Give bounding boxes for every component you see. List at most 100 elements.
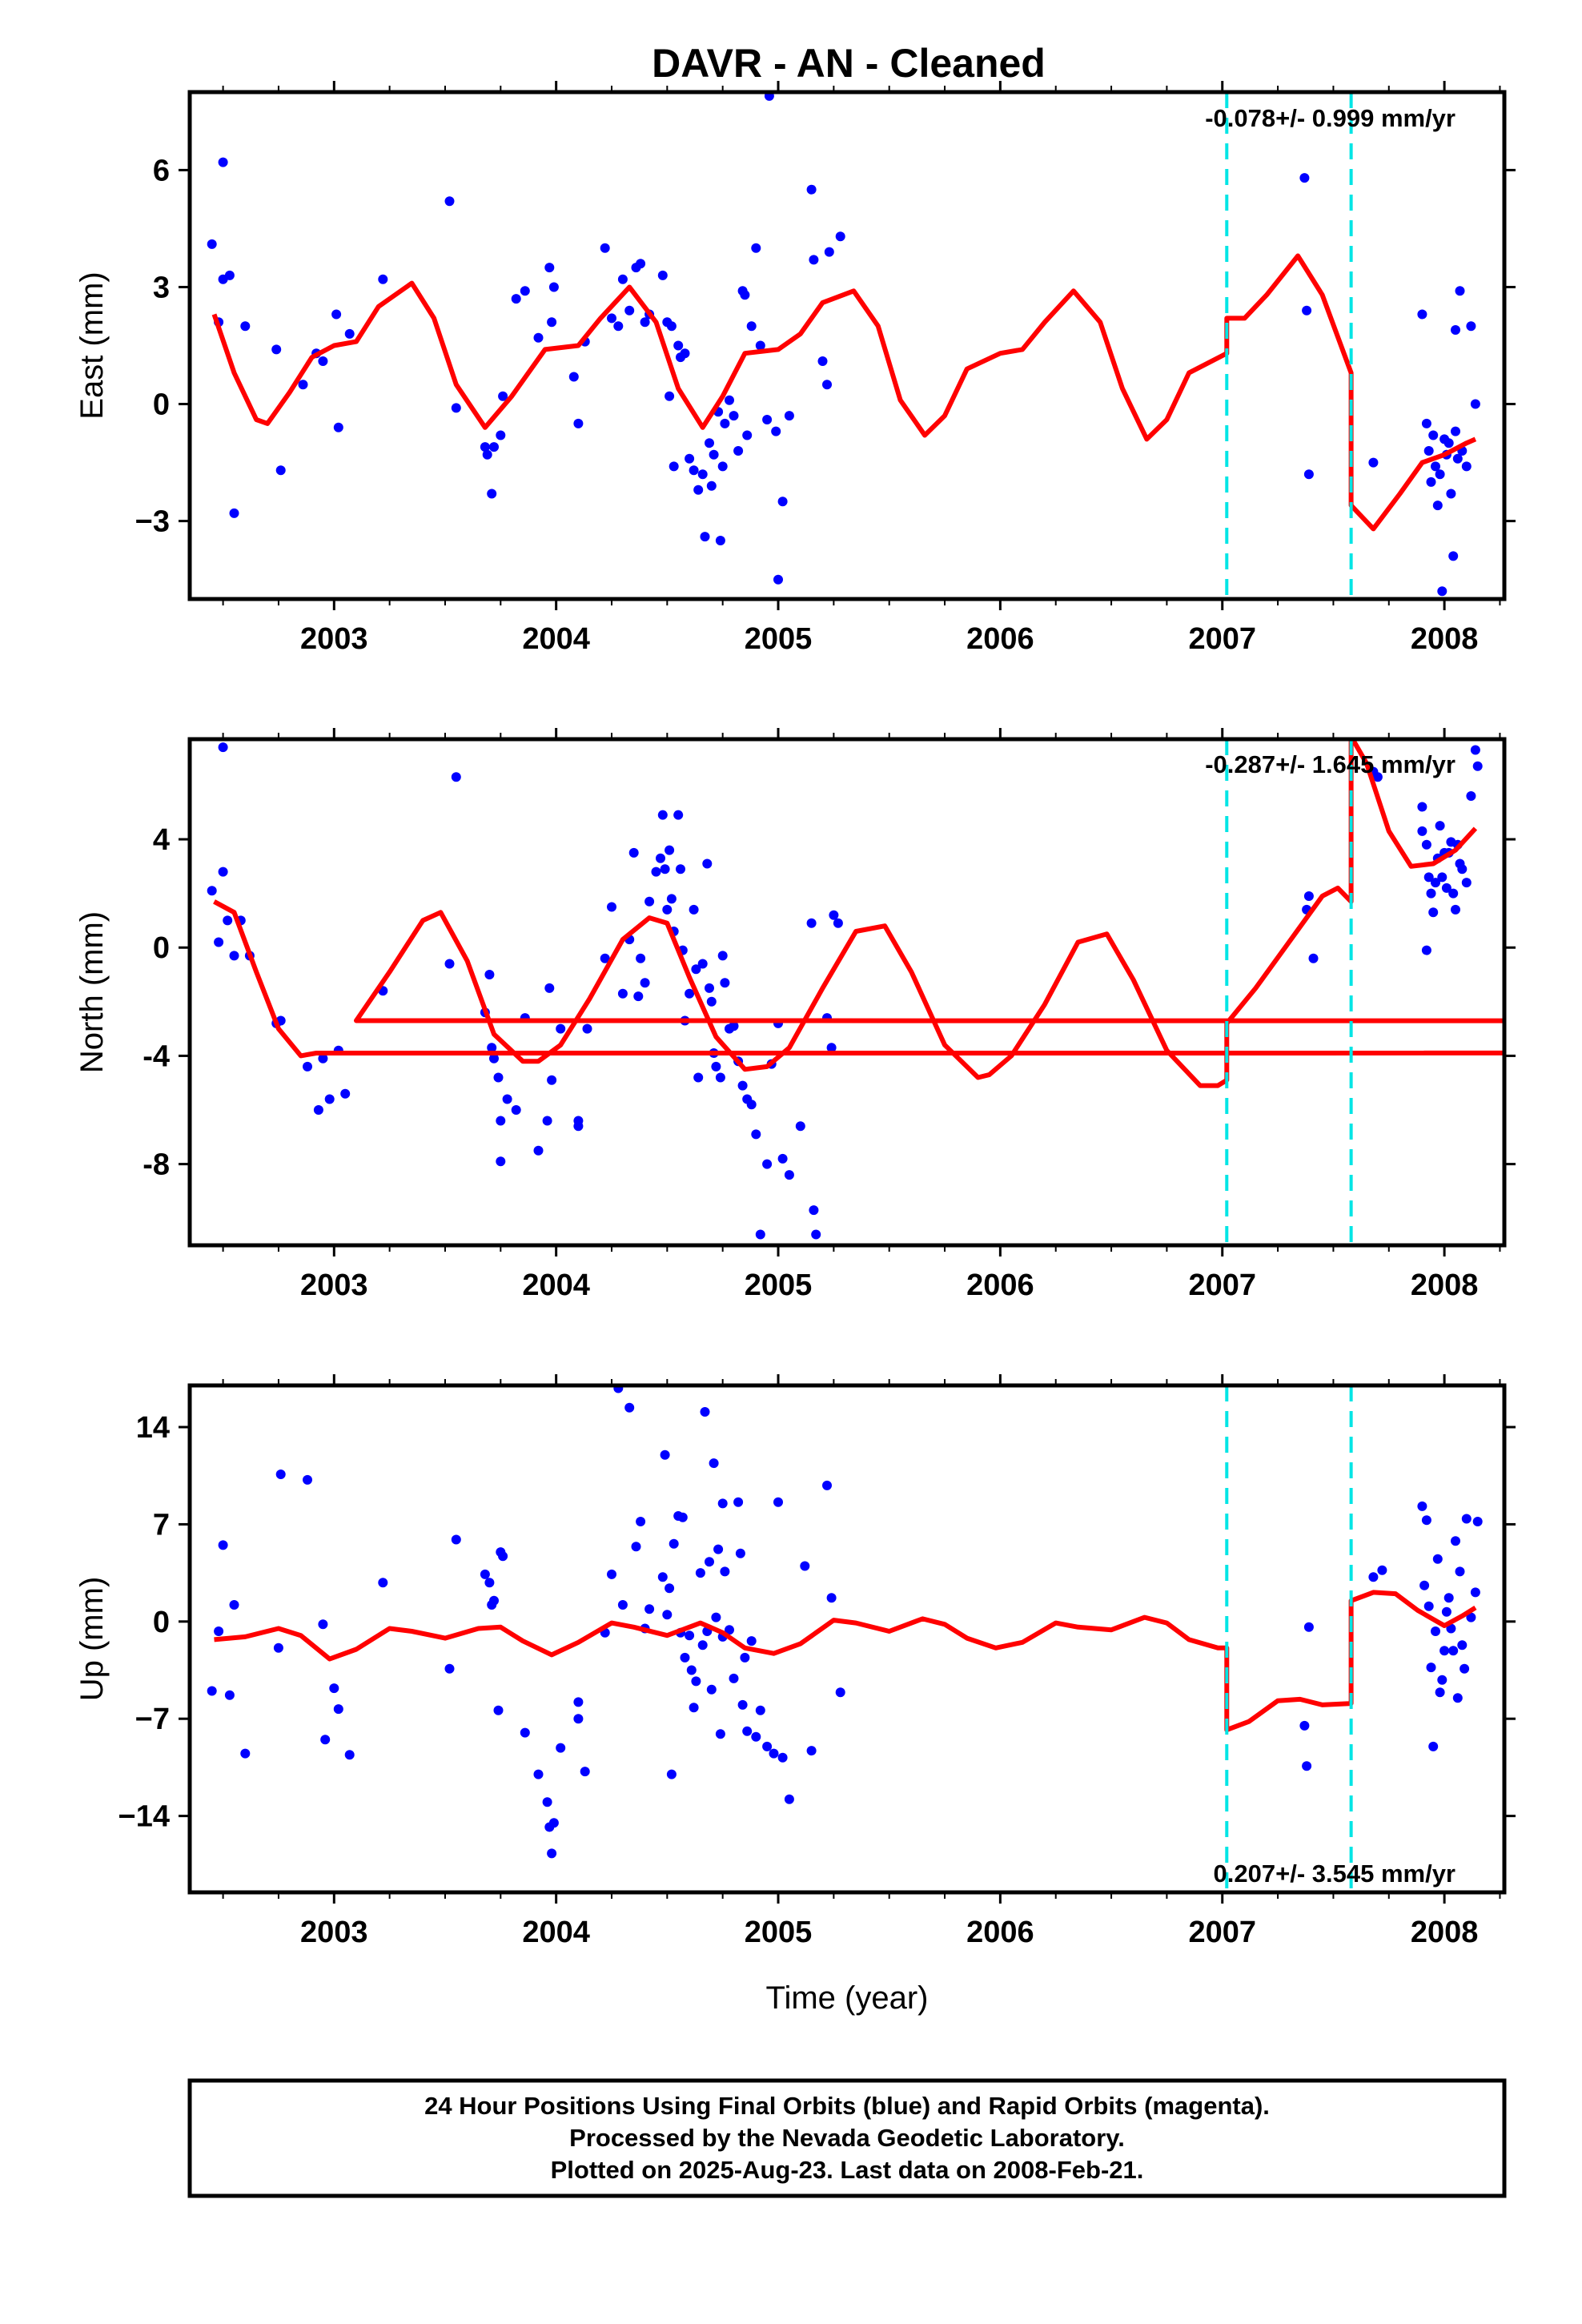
panel-frame bbox=[187, 90, 1507, 601]
data-point bbox=[1437, 1675, 1447, 1685]
data-point bbox=[444, 196, 455, 207]
data-point bbox=[617, 274, 628, 284]
data-point bbox=[777, 1153, 788, 1164]
y-tick-label: −3 bbox=[135, 505, 170, 539]
data-point bbox=[824, 247, 834, 257]
data-point bbox=[493, 1072, 504, 1083]
data-point bbox=[1452, 1693, 1463, 1703]
data-point bbox=[631, 1542, 641, 1552]
data-point bbox=[835, 231, 845, 242]
data-point bbox=[617, 1600, 628, 1610]
data-point bbox=[600, 243, 610, 253]
data-point bbox=[547, 317, 557, 328]
data-point bbox=[520, 286, 530, 296]
data-point bbox=[1435, 469, 1445, 480]
data-point bbox=[547, 1075, 557, 1085]
rate-annotation: 0.207+/- 3.545 mm/yr bbox=[1214, 1860, 1456, 1888]
data-point bbox=[484, 1578, 495, 1588]
data-point bbox=[214, 937, 224, 947]
plot-area bbox=[207, 1385, 1483, 1892]
data-point bbox=[333, 1704, 343, 1715]
data-point bbox=[1466, 321, 1476, 332]
data-point bbox=[207, 886, 217, 896]
data-point bbox=[489, 1053, 499, 1063]
data-point bbox=[1451, 904, 1460, 915]
x-tick-label: 2008 bbox=[1411, 1916, 1479, 1949]
panels: 2003 2004 2005 2006 2007 2008 −3 0 3 6 East (mm) -0… bbox=[74, 81, 1516, 2016]
data-point bbox=[651, 866, 661, 877]
data-point bbox=[496, 1156, 506, 1167]
data-point bbox=[1372, 772, 1383, 782]
data-point bbox=[324, 1094, 335, 1104]
data-point bbox=[711, 1061, 721, 1072]
y-tick-label: 4 bbox=[153, 823, 170, 857]
data-point bbox=[720, 418, 730, 428]
data-point bbox=[737, 1080, 748, 1091]
x-tick-label: 2007 bbox=[1188, 622, 1256, 656]
data-point bbox=[1423, 872, 1434, 883]
data-point bbox=[218, 1540, 228, 1550]
data-point bbox=[762, 1159, 773, 1169]
data-point bbox=[1428, 430, 1439, 440]
data-point bbox=[762, 415, 773, 424]
data-point bbox=[697, 959, 708, 969]
y-tick-label: −7 bbox=[135, 1703, 170, 1736]
data-point bbox=[693, 485, 704, 495]
data-point bbox=[742, 430, 753, 440]
data-point bbox=[817, 356, 828, 366]
data-point bbox=[344, 328, 355, 339]
plot-area bbox=[207, 739, 1504, 1245]
data-point bbox=[709, 1458, 719, 1469]
data-point bbox=[784, 411, 794, 421]
data-point bbox=[662, 904, 673, 915]
data-point bbox=[657, 1572, 668, 1582]
data-point bbox=[715, 536, 725, 545]
data-point bbox=[685, 453, 695, 464]
data-point bbox=[320, 1735, 331, 1745]
data-point bbox=[771, 426, 781, 436]
data-point bbox=[207, 1686, 217, 1696]
data-point bbox=[1431, 461, 1440, 472]
data-point bbox=[1460, 1663, 1470, 1674]
data-point bbox=[331, 309, 342, 320]
data-point bbox=[511, 1105, 521, 1115]
data-point bbox=[482, 449, 492, 460]
data-point bbox=[773, 1497, 783, 1507]
data-point bbox=[689, 1703, 699, 1713]
y-axis-label: Up (mm) bbox=[74, 1577, 110, 1702]
x-tick-label: 2005 bbox=[745, 1916, 813, 1949]
data-point bbox=[607, 902, 616, 912]
data-point bbox=[660, 1449, 670, 1460]
data-point bbox=[1443, 1593, 1454, 1603]
data-point bbox=[1470, 399, 1480, 409]
y-tick-label: -8 bbox=[143, 1148, 170, 1182]
data-point bbox=[1466, 791, 1476, 801]
footer-box bbox=[187, 2078, 1507, 2198]
data-point bbox=[644, 896, 655, 907]
data-point bbox=[685, 1630, 695, 1641]
data-point bbox=[556, 1743, 566, 1753]
data-point bbox=[582, 1023, 592, 1034]
data-point bbox=[777, 1752, 788, 1763]
data-point bbox=[811, 1229, 821, 1240]
data-point bbox=[1303, 1622, 1314, 1632]
data-point bbox=[484, 970, 495, 979]
data-point bbox=[809, 1205, 819, 1216]
data-point bbox=[1417, 309, 1427, 320]
data-point bbox=[751, 243, 761, 253]
x-tick-label: 2006 bbox=[966, 1916, 1034, 1949]
data-point bbox=[1308, 953, 1319, 963]
data-point bbox=[1302, 1761, 1312, 1771]
data-point bbox=[451, 403, 461, 413]
y-tick-label: −14 bbox=[118, 1800, 170, 1834]
data-point bbox=[665, 391, 675, 401]
model-curve bbox=[214, 1590, 1477, 1733]
data-point bbox=[666, 321, 677, 332]
data-point bbox=[556, 1023, 566, 1034]
footer-line-3: Plotted on 2025-Aug-23. Last data on 200… bbox=[551, 2156, 1144, 2184]
data-point bbox=[806, 1746, 817, 1756]
data-point bbox=[769, 1748, 779, 1759]
data-point bbox=[695, 1568, 705, 1578]
model-curve bbox=[213, 739, 1504, 1088]
data-point bbox=[229, 1600, 239, 1610]
